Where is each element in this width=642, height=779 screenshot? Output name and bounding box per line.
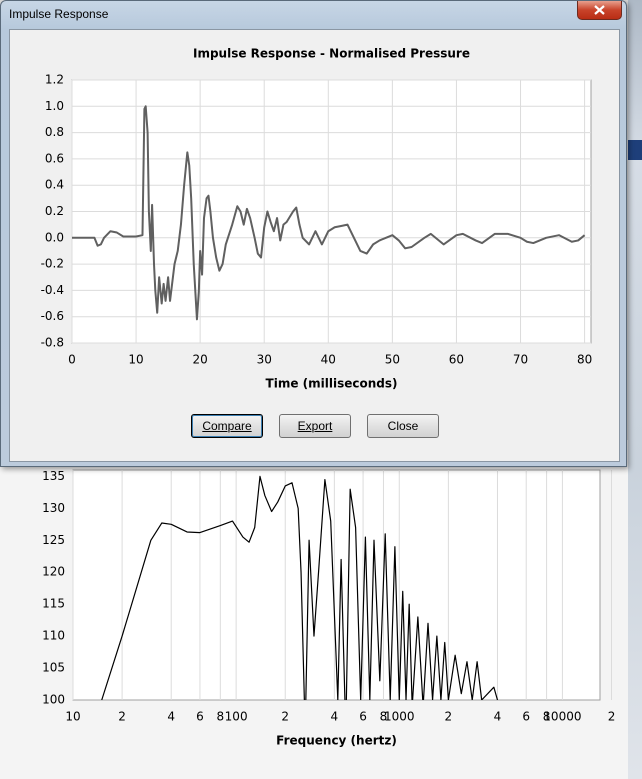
impulse-chart: -0.8 -0.6 -0.4 -0.2 0.0 0.2 0.4 0.6 0.8 1.0 1.2 0 10…: [41, 47, 593, 391]
x-tick-label: 0: [68, 353, 76, 367]
close-window-button[interactable]: [577, 1, 622, 20]
dialog-window: Impulse Response -0.8 -0.6 -0.4 -0.2 0.0 0.2 0…: [0, 0, 627, 467]
x-tick-label: 20: [193, 353, 208, 367]
chart-title: Impulse Response - Normalised Pressure: [193, 47, 470, 61]
y-tick-label: 115: [42, 597, 65, 611]
y-tick-label: 105: [42, 661, 65, 675]
x-axis-label: Time (milliseconds): [266, 377, 398, 391]
x-tick-label: 1000: [384, 710, 415, 724]
x-tick-label: 70: [513, 353, 528, 367]
x-tick-label: 4: [167, 710, 175, 724]
desktop-bar: [628, 140, 642, 160]
x-tick-label: 4: [494, 710, 502, 724]
x-tick-label: 80: [577, 353, 592, 367]
x-tick-label: 6: [359, 710, 367, 724]
y-tick-label: 100: [42, 693, 65, 707]
close-button[interactable]: Close: [367, 414, 439, 438]
y-tick-label: 0.4: [45, 178, 64, 192]
y-tick-label: 0.6: [45, 151, 64, 165]
button-label: Export: [297, 419, 333, 433]
x-tick-label: 30: [257, 353, 272, 367]
x-tick-label: 2: [608, 710, 616, 724]
x-tick-label: 8: [380, 710, 388, 724]
x-tick-label: 60: [449, 353, 464, 367]
y-tick-label: 0.8: [45, 125, 64, 139]
y-tick-label: 125: [42, 533, 65, 547]
y-tick-label: 135: [42, 469, 65, 483]
y-tick-label: 130: [42, 501, 65, 515]
x-tick-label: 8: [217, 710, 225, 724]
y-tick-label: 0.2: [45, 204, 64, 218]
x-tick-label: 50: [385, 353, 400, 367]
window-title: Impulse Response: [9, 7, 109, 21]
data-line: [101, 475, 499, 700]
x-tick-label: 2: [118, 710, 126, 724]
compare-button[interactable]: Compare: [191, 414, 263, 438]
x-tick-label: 6: [522, 710, 530, 724]
y-tick-label: 0.0: [45, 230, 64, 244]
button-label: Compare: [202, 419, 252, 433]
x-axis-label: Frequency (hertz): [276, 734, 397, 748]
close-icon: [594, 5, 605, 15]
y-tick-label: 1.2: [45, 73, 64, 87]
x-tick-label: 10: [65, 710, 80, 724]
x-tick-label: 10000: [543, 710, 581, 724]
y-tick-label: 1.0: [45, 99, 64, 113]
y-tick-label: -0.6: [41, 309, 64, 323]
x-tick-label: 2: [281, 710, 289, 724]
y-tick-label: -0.4: [41, 283, 64, 297]
export-button[interactable]: Export: [279, 414, 351, 438]
y-tick-label: 110: [42, 629, 65, 643]
x-tick-label: 100: [225, 710, 248, 724]
x-tick-label: 8: [543, 710, 551, 724]
data-line: [72, 105, 586, 321]
x-tick-label: 6: [196, 710, 204, 724]
y-tick-label: 120: [42, 565, 65, 579]
y-tick-label: -0.8: [41, 336, 64, 350]
x-tick-label: 4: [331, 710, 339, 724]
button-label: Close: [387, 419, 419, 433]
x-tick-label: 40: [321, 353, 336, 367]
desktop-edge: [628, 0, 642, 779]
y-tick-label: -0.2: [41, 257, 64, 271]
x-tick-label: 10: [128, 353, 143, 367]
x-tick-label: 2: [445, 710, 453, 724]
